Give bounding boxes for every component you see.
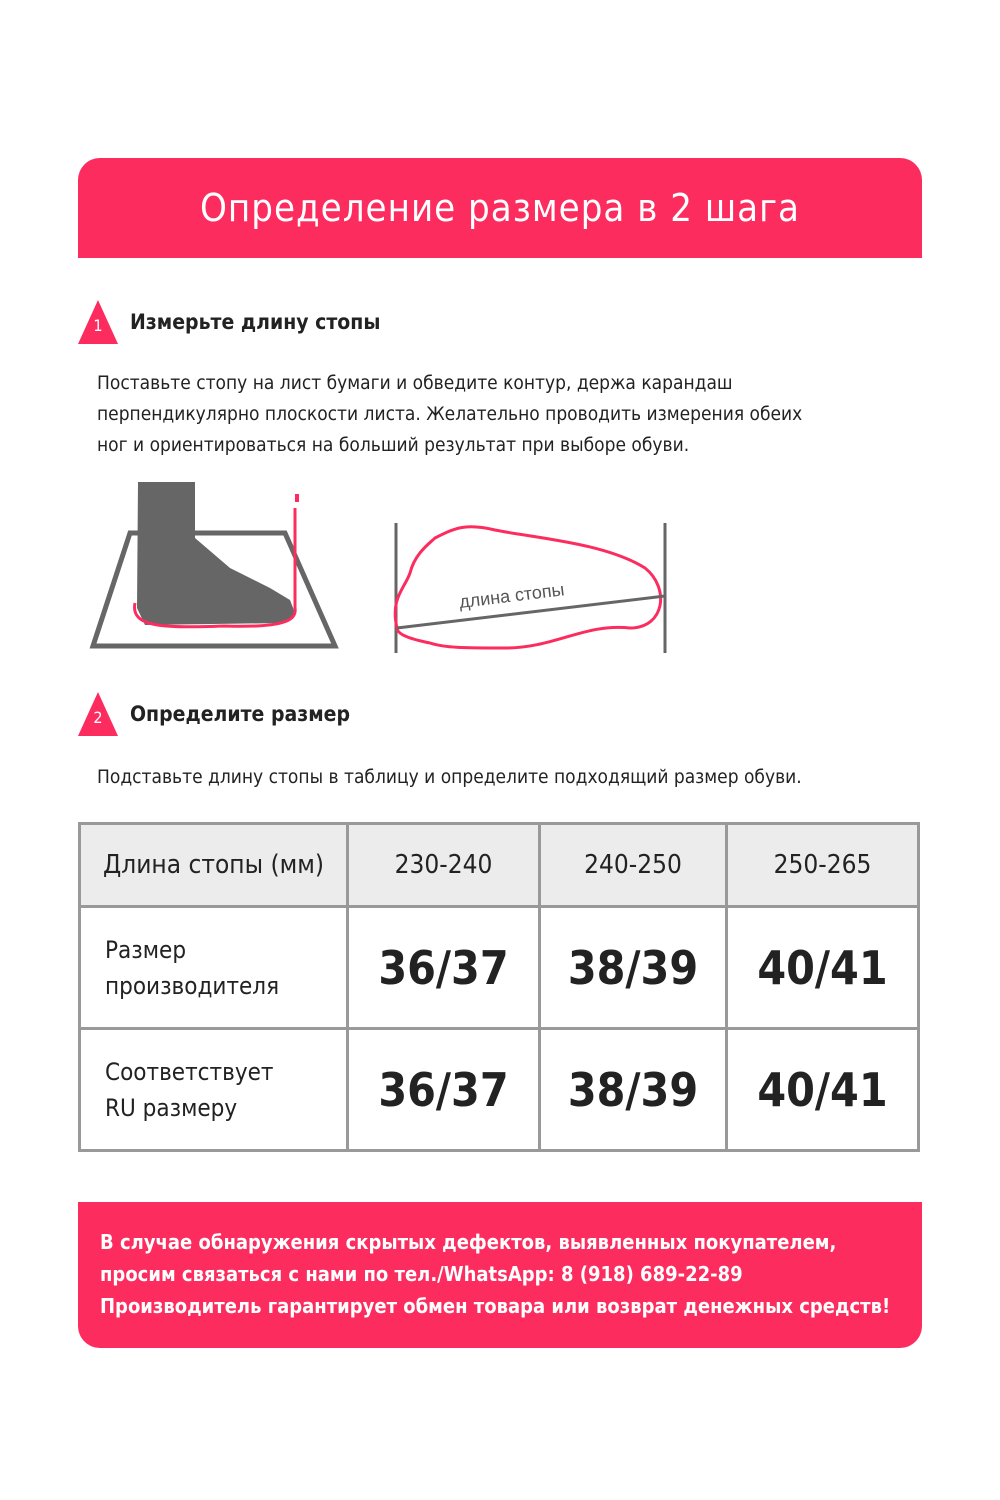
text-line: перпендикулярно плоскости листа. Желател… <box>97 403 803 425</box>
table-row: Соответствует RU размеру 36/37 38/39 40/4… <box>78 1027 920 1152</box>
table-cell: 40/41 <box>725 1027 920 1152</box>
page-title: Определение размера в 2 шага <box>200 186 800 230</box>
notice-line: просим связаться с нами по тел./WhatsApp… <box>100 1262 743 1286</box>
row-label: Размер производителя <box>78 905 349 1030</box>
table-cell: 36/37 <box>346 905 541 1030</box>
size-table: Длина стопы (мм) 230-240 240-250 250-265… <box>78 822 920 1152</box>
table-header-cell: 250-265 <box>725 822 920 908</box>
step-2-title: Определите размер <box>130 702 350 726</box>
triangle-icon: 2 <box>78 692 118 736</box>
table-cell: 38/39 <box>538 1027 728 1152</box>
table-row: Размер производителя 36/37 38/39 40/41 <box>78 905 920 1030</box>
notice-line: В случае обнаружения скрытых дефектов, в… <box>100 1230 837 1254</box>
table-header-cell: 230-240 <box>346 822 541 908</box>
text-line: ног и ориентироваться на больший результ… <box>97 434 690 456</box>
table-cell: 36/37 <box>346 1027 541 1152</box>
table-cell: 38/39 <box>538 905 728 1030</box>
text-line: Поставьте стопу на лист бумаги и обведит… <box>97 372 733 394</box>
foot-length-label: длина стопы <box>458 579 565 612</box>
warranty-notice: В случае обнаружения скрытых дефектов, в… <box>78 1202 922 1348</box>
table-header-cell: Длина стопы (мм) <box>78 822 349 908</box>
table-cell: 40/41 <box>725 905 920 1030</box>
table-header-cell: 240-250 <box>538 822 728 908</box>
foot-icon <box>137 482 295 625</box>
foot-outline-icon <box>393 525 662 650</box>
foot-measurement-illustration: длина стопы <box>89 482 667 653</box>
row-label: Соответствует RU размеру <box>78 1027 349 1152</box>
notice-line: Производитель гарантирует обмен товара и… <box>100 1294 891 1318</box>
pencil-outline-icon <box>133 508 297 629</box>
title-banner: Определение размера в 2 шага <box>78 158 922 258</box>
step-2-heading: 2 Определите размер <box>78 692 350 736</box>
table-header-row: Длина стопы (мм) 230-240 240-250 250-265 <box>78 822 920 908</box>
step-1-text: Поставьте стопу на лист бумаги и обведит… <box>97 368 802 461</box>
step-1-title: Измерьте длину стопы <box>130 310 381 334</box>
triangle-icon: 1 <box>78 300 118 344</box>
paper-sheet-icon <box>89 530 339 649</box>
step-2-text: Подставьте длину стопы в таблицу и опред… <box>97 766 802 788</box>
step-1-heading: 1 Измерьте длину стопы <box>78 300 380 344</box>
